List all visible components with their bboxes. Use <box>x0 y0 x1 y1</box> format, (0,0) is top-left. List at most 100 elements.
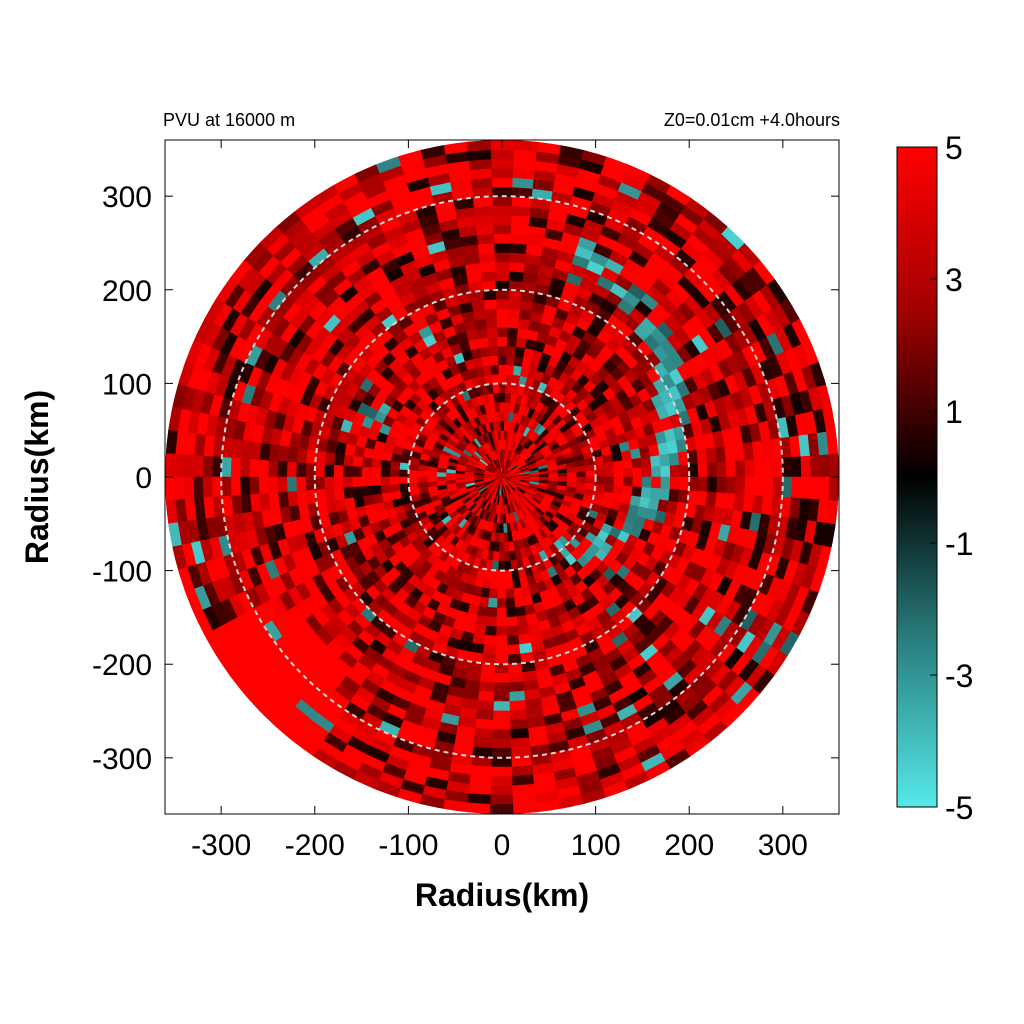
heatmap-cell <box>493 242 511 253</box>
heatmap-cell <box>498 560 506 571</box>
heatmap-cell <box>641 476 653 488</box>
heatmap-cell <box>381 451 393 462</box>
heatmap-cell <box>511 765 534 777</box>
heatmap-cell <box>248 476 260 495</box>
heatmap-cell <box>490 149 514 160</box>
heatmap-cell <box>622 458 634 469</box>
heatmap-cell <box>475 718 494 730</box>
heatmap-cell <box>361 485 373 497</box>
heatmap-cell <box>649 454 662 467</box>
heatmap-cell <box>506 326 518 338</box>
heatmap-cell <box>361 476 372 488</box>
heatmap-cell <box>497 579 507 590</box>
heatmap-cell <box>595 469 606 478</box>
heatmap-cell <box>475 614 488 627</box>
heatmap-cell <box>632 476 643 488</box>
heatmap-cell <box>487 345 499 357</box>
heatmap-cell <box>183 476 195 500</box>
heatmap-cell <box>512 158 536 171</box>
heatmap-cell <box>548 476 559 482</box>
x-tick-label: 0 <box>494 829 511 862</box>
heatmap-cell <box>488 355 499 366</box>
heatmap-cell <box>668 488 680 503</box>
heatmap-cell <box>510 718 529 730</box>
heatmap-cell <box>497 588 507 599</box>
heatmap-cell <box>165 476 176 501</box>
heatmap-cell <box>516 614 529 627</box>
heatmap-cell <box>679 463 690 478</box>
x-tick-label: -100 <box>378 829 438 862</box>
heatmap-cell <box>493 701 511 712</box>
y-tick-label: 0 <box>135 462 152 495</box>
heatmap-cell <box>485 317 498 329</box>
heatmap-cell <box>491 757 513 768</box>
heatmap-cell <box>468 158 492 171</box>
heatmap-cell <box>826 429 839 455</box>
heatmap-cell <box>494 280 510 291</box>
chart-title-right: Z0=0.01cm +4.0hours <box>664 110 840 130</box>
heatmap-cell <box>595 476 606 485</box>
x-tick-label: 300 <box>758 829 808 862</box>
heatmap-cell <box>800 455 812 478</box>
heatmap-cell <box>192 455 204 478</box>
heatmap-cell <box>514 346 526 358</box>
x-tick-label: 100 <box>571 829 621 862</box>
heatmap-cell <box>333 476 344 490</box>
colorbar-label: 3 <box>945 262 963 298</box>
heatmap-cell <box>473 205 494 217</box>
heatmap-cell <box>505 345 517 357</box>
heatmap-cell <box>496 336 508 347</box>
heatmap-cell <box>486 326 498 338</box>
heatmap-cell <box>483 644 497 656</box>
heatmap-cell <box>202 455 213 478</box>
heatmap-cell <box>296 447 308 464</box>
heatmap-cell <box>659 487 671 501</box>
x-axis-title: Radius(km) <box>415 877 589 913</box>
heatmap-cell <box>660 476 671 490</box>
heatmap-cell <box>489 364 499 375</box>
heatmap-cell <box>497 364 507 375</box>
heatmap-cell <box>488 588 499 599</box>
heatmap-cell <box>258 459 269 478</box>
heatmap-cell <box>361 457 373 469</box>
heatmap-cell <box>640 455 652 468</box>
heatmap-cell <box>484 634 497 646</box>
heatmap-cell <box>490 794 514 805</box>
heatmap-cell <box>498 373 506 384</box>
heatmap-cell <box>408 463 419 472</box>
heatmap-cell <box>506 607 518 618</box>
heatmap-cell <box>174 476 185 501</box>
heatmap-cell <box>497 345 507 356</box>
heatmap-cell <box>277 476 288 493</box>
heatmap-cell <box>314 476 325 491</box>
heatmap-cell <box>697 476 709 492</box>
heatmap-cell <box>492 729 512 740</box>
heatmap-cell <box>436 472 447 478</box>
heatmap-cell <box>491 196 513 206</box>
heatmap-cell <box>763 476 774 497</box>
heatmap-cell <box>277 461 288 478</box>
heatmap-cell <box>503 401 511 413</box>
y-tick-label: -100 <box>92 556 152 589</box>
heatmap-cell <box>677 450 690 465</box>
heatmap-cell <box>202 476 213 499</box>
heatmap-cell <box>494 673 510 684</box>
heatmap-cell <box>520 476 531 480</box>
heatmap-cell <box>492 205 512 216</box>
heatmap-cell <box>491 177 513 188</box>
heatmap-cell <box>494 682 510 693</box>
heatmap-cell <box>510 737 531 749</box>
heatmap-cell <box>507 644 521 656</box>
heatmap-cell <box>370 476 381 487</box>
heatmap-cell <box>480 672 496 684</box>
heatmap-cell <box>772 476 784 497</box>
heatmap-cell <box>707 461 718 478</box>
heatmap-cell <box>494 663 510 674</box>
heatmap-cell <box>220 476 232 497</box>
heatmap-cell <box>477 700 495 712</box>
heatmap-cell <box>725 476 737 494</box>
heatmap-cell <box>735 459 746 478</box>
heatmap-cell <box>480 587 491 599</box>
heatmap-cell <box>507 298 521 310</box>
heatmap-cell <box>495 635 509 646</box>
